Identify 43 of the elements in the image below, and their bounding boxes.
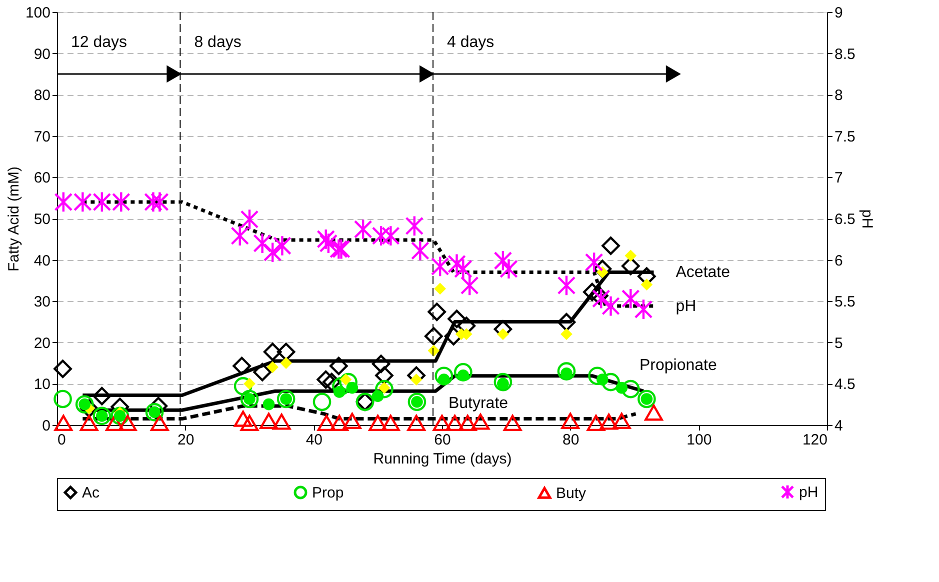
y-tick-label: 30 xyxy=(34,294,50,311)
y2-tick-label: 8 xyxy=(834,87,843,104)
legend-label: Buty xyxy=(556,484,587,502)
y2-tick-label: 5.5 xyxy=(834,294,856,311)
x-tick-label: 80 xyxy=(562,432,580,448)
y-tick-label: 70 xyxy=(34,128,50,146)
annotation: 8 days xyxy=(194,34,242,51)
y2-tick-label: 9 xyxy=(834,4,843,22)
y-tick-label: 80 xyxy=(34,87,50,104)
legend-label: Prop xyxy=(312,484,344,502)
annotation: 12 days xyxy=(71,34,128,51)
y-axis-title: Fatty Acid (mM) xyxy=(5,166,22,272)
y2-tick-label: 4.5 xyxy=(834,376,856,394)
legend-label: Ac xyxy=(82,484,100,502)
y2-tick-label: 8.5 xyxy=(834,46,856,63)
x-tick-label: 100 xyxy=(686,432,712,448)
y-tick-label: 0 xyxy=(42,418,50,434)
x-tick-label: 60 xyxy=(434,432,451,448)
y-tick-label: 50 xyxy=(34,211,50,228)
y-tick-label: 60 xyxy=(34,170,50,187)
series-label: Propionate xyxy=(639,357,717,374)
x-tick-label: 20 xyxy=(177,432,194,448)
annotation: 4 days xyxy=(447,34,494,51)
y2-axis-title: pH xyxy=(858,209,876,229)
series-label: pH xyxy=(676,298,696,316)
y-tick-label: 100 xyxy=(25,4,50,22)
series-label: Butyrate xyxy=(448,394,508,412)
y-tick-label: 40 xyxy=(34,252,50,270)
x-axis-title: Running Time (days) xyxy=(373,450,512,468)
y-tick-label: 20 xyxy=(34,334,50,352)
y2-tick-label: 4 xyxy=(834,418,843,434)
x-tick-label: 120 xyxy=(802,432,828,448)
y2-tick-label: 7 xyxy=(834,170,843,187)
series-label: Acetate xyxy=(676,264,730,282)
y-tick-label: 90 xyxy=(34,46,50,63)
x-tick-label: 40 xyxy=(306,432,323,448)
y2-tick-label: 6 xyxy=(834,252,843,270)
y2-tick-label: 5 xyxy=(834,334,843,352)
y2-tick-label: 6.5 xyxy=(834,211,856,228)
legend-label: pH xyxy=(799,484,818,501)
y2-tick-label: 7.5 xyxy=(834,128,856,146)
y-tick-label: 10 xyxy=(34,376,50,394)
x-tick-label: 0 xyxy=(58,432,66,448)
